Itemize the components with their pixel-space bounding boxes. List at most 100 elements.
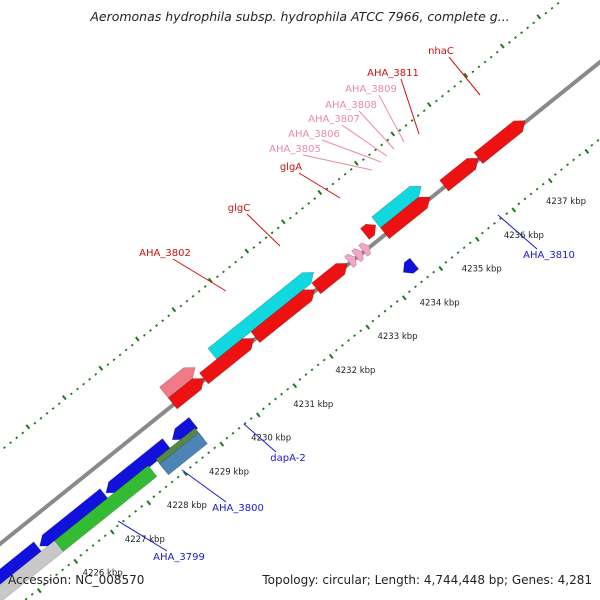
- kbp-scale-label: 4229 kbp: [209, 467, 249, 477]
- outer-tick-mark: [179, 304, 183, 308]
- inner-tick-mark: [590, 143, 594, 147]
- outer-tick-mark: [39, 416, 43, 420]
- outer-tick-mark: [288, 216, 292, 220]
- outer-tick-mark: [203, 285, 207, 288]
- AHA_3810-cds: [402, 257, 420, 274]
- accession-text: Accession: NC_008570: [8, 573, 145, 587]
- AHA_3806-cds: [344, 253, 357, 268]
- inner-tick-mark: [517, 202, 521, 206]
- outer-tick-mark: [21, 431, 25, 435]
- inner-tick-mark: [523, 197, 527, 201]
- inner-tick-mark: [334, 348, 338, 352]
- inner-tick-mark: [401, 295, 407, 301]
- inner-tick-mark: [328, 353, 334, 359]
- inner-tick-mark: [103, 534, 107, 538]
- gene-label-layer: nhaC AHA_3811 AHA_3809 AHA_3808 AHA_3807 AHA_…: [139, 46, 575, 563]
- inner-tick-mark: [432, 270, 436, 274]
- outer-tick-mark: [252, 246, 256, 249]
- inner-tick-mark: [511, 207, 517, 213]
- inner-tick-mark: [407, 290, 411, 294]
- topology-summary-text: Topology: circular; Length: 4,744,448 bp…: [262, 573, 592, 587]
- inner-tick-mark: [553, 173, 557, 176]
- inner-tick-mark: [420, 280, 423, 284]
- reverse-cds: [171, 416, 199, 441]
- inner-tick-mark: [170, 480, 174, 484]
- inner-tick-mark: [566, 163, 569, 167]
- inner-tick-mark: [578, 153, 582, 157]
- kbp-scale-label: 4230 kbp: [251, 434, 291, 444]
- outer-tick-mark: [361, 158, 365, 161]
- outer-tick-mark: [33, 421, 37, 425]
- inner-tick-mark: [572, 158, 576, 162]
- outer-tick-mark: [337, 177, 341, 181]
- outer-tick-mark: [142, 333, 146, 337]
- outer-tick-mark: [57, 402, 61, 406]
- inner-tick-mark: [505, 212, 509, 215]
- inner-tick-mark: [341, 343, 344, 347]
- leader-line: [341, 124, 388, 157]
- outer-tick-track: [3, 2, 560, 449]
- outer-tick-mark: [88, 377, 92, 381]
- inner-tick-mark: [158, 490, 162, 494]
- map-title: Aeromonas hydrophila subsp. hydrophila A…: [90, 9, 510, 24]
- outer-tick-mark: [459, 80, 463, 83]
- AHA_3802-feature: [159, 367, 196, 399]
- outer-tick-mark: [349, 167, 353, 171]
- inner-tick-mark: [207, 451, 211, 455]
- outer-tick-mark: [45, 412, 49, 415]
- inner-tick-mark: [49, 578, 52, 582]
- inner-tick-mark: [146, 500, 152, 506]
- inner-tick-mark: [468, 241, 472, 245]
- inner-tick-mark: [450, 256, 454, 259]
- outer-tick-mark: [536, 14, 542, 20]
- inner-tick-mark: [535, 187, 539, 191]
- leader-line: [400, 78, 420, 135]
- outer-tick-mark: [197, 289, 201, 293]
- inner-tick-mark: [176, 475, 180, 479]
- inner-tick-mark: [237, 426, 241, 430]
- outer-tick-mark: [489, 55, 493, 59]
- inner-tick-mark: [359, 329, 363, 333]
- AHA_3800-cds: [39, 488, 110, 547]
- inner-tick-track: [24, 138, 600, 600]
- inner-tick-mark: [377, 314, 381, 318]
- inner-tick-mark: [255, 412, 261, 418]
- outer-tick-mark: [240, 255, 244, 259]
- kbp-scale-label: 4234 kbp: [420, 298, 460, 308]
- nhaC-cyan-feature: [371, 185, 422, 229]
- outer-tick-mark: [343, 172, 347, 176]
- gene-label: AHA_3802: [139, 248, 191, 259]
- inner-tick-mark: [493, 221, 496, 225]
- outer-tick-mark: [69, 392, 73, 396]
- outer-tick-mark: [94, 372, 98, 376]
- outer-tick-mark: [532, 21, 536, 25]
- AHA_3807-cds: [351, 248, 364, 263]
- outer-tick-mark: [416, 114, 420, 118]
- outer-tick-mark: [106, 363, 110, 366]
- dapA-2-feature-2: [159, 432, 208, 476]
- inner-tick-mark: [347, 339, 350, 342]
- outer-tick-mark: [374, 148, 377, 152]
- AHA_3799-feature: [0, 540, 64, 600]
- gene-label: dapA-2: [270, 453, 305, 464]
- inner-tick-mark: [42, 583, 46, 586]
- outer-tick-mark: [270, 231, 274, 235]
- inner-tick-mark: [456, 251, 460, 255]
- gene-label: glgC: [228, 203, 250, 214]
- outer-tick-mark: [264, 236, 268, 240]
- outer-tick-mark: [441, 94, 444, 98]
- outer-tick-mark: [353, 160, 359, 166]
- inner-tick-mark: [353, 334, 357, 337]
- outer-tick-mark: [51, 407, 55, 410]
- downstream-cds-2: [473, 120, 526, 165]
- reverse-cds-2: [105, 438, 172, 494]
- inner-tick-mark: [109, 529, 115, 535]
- AHA_3809-cds: [360, 223, 377, 240]
- outer-tick-mark: [317, 189, 323, 196]
- outer-tick-mark: [118, 353, 122, 357]
- inner-tick-mark: [231, 431, 235, 435]
- leader-line: [172, 258, 227, 292]
- glgC-feature: [207, 272, 315, 360]
- outer-tick-mark: [520, 31, 523, 35]
- outer-tick-mark: [325, 187, 329, 191]
